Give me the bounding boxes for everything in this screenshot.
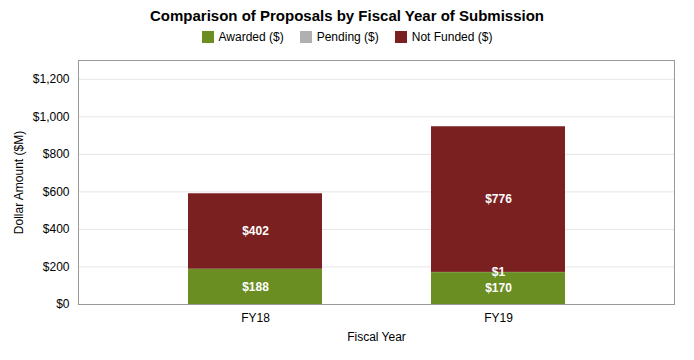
html-text:Pending ($): Pending ($) xyxy=(316,30,379,44)
svg-text:$170: $170 xyxy=(485,281,512,295)
svg-text:FY19: FY19 xyxy=(484,311,513,325)
svg-text:$776: $776 xyxy=(485,192,512,206)
svg-text:Dollar Amount ($M): Dollar Amount ($M) xyxy=(12,131,26,234)
html-text:Not Funded ($): Not Funded ($) xyxy=(411,30,493,44)
svg-text:$1: $1 xyxy=(492,265,506,279)
svg-text:$402: $402 xyxy=(242,224,269,238)
svg-text:FY18: FY18 xyxy=(241,311,270,325)
html-text:Awarded ($): Awarded ($) xyxy=(218,30,284,44)
svg-text:Fiscal Year: Fiscal Year xyxy=(347,330,406,344)
svg-text:$188: $188 xyxy=(242,280,269,294)
svg-text:$1,200: $1,200 xyxy=(33,72,70,86)
html-text:Comparison of Proposals by Fis: Comparison of Proposals by Fiscal Year o… xyxy=(150,7,544,24)
svg-text:$400: $400 xyxy=(43,222,70,236)
svg-text:$0: $0 xyxy=(56,297,70,311)
svg-text:$600: $600 xyxy=(43,185,70,199)
svg-text:$200: $200 xyxy=(43,260,70,274)
svg-text:$1,000: $1,000 xyxy=(33,110,70,124)
svg-text:$800: $800 xyxy=(43,147,70,161)
